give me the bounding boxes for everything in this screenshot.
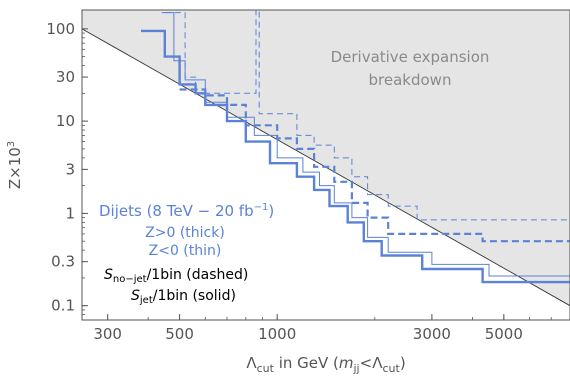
y-tick-label: 1 <box>65 204 75 222</box>
x-tick-label: 3000 <box>413 325 451 343</box>
legend-nojet: Sno−jet/1bin (dashed) <box>104 267 248 285</box>
x-tick-label: 500 <box>165 325 194 343</box>
legend-jet-rest: /1bin (solid) <box>153 288 236 304</box>
x-label-cut-sub2: cut <box>382 362 400 375</box>
y-tick-label: 10 <box>56 112 75 130</box>
legend-jet-sub: jet <box>139 295 153 306</box>
x-label-close: ) <box>400 354 406 372</box>
series-line-solid-thin <box>161 12 570 277</box>
legend-jet: Sjet/1bin (solid) <box>131 288 236 306</box>
legend-nojet-sub: no−jet <box>113 274 147 285</box>
region-label-line1: Derivative expansion <box>331 48 490 66</box>
region-label-line2: breakdown <box>369 71 452 89</box>
y-tick-label: 3 <box>65 160 75 178</box>
y-tick-label: 30 <box>56 68 75 86</box>
legend-jet-s: S <box>131 288 140 304</box>
plot-frame <box>81 9 570 321</box>
x-label-in-gev: in GeV ( <box>274 354 339 372</box>
legend-thin: Z<0 (thin) <box>149 243 222 259</box>
legend-nojet-rest: /1bin (dashed) <box>147 267 249 283</box>
y-tick-label: 0.3 <box>51 253 75 271</box>
x-label-m: m <box>339 354 354 372</box>
y-tick-label: 0.1 <box>51 297 75 315</box>
y-label-exp: 3 <box>6 141 17 147</box>
x-label-cut-sub: cut <box>257 362 275 375</box>
series-line-dashed-thin <box>164 10 570 221</box>
legend-dijets-exp: −1 <box>254 202 269 213</box>
legend-dijets-main: Dijets (8 TeV − 20 fb <box>99 202 254 220</box>
x-label-lt: <Λ <box>360 354 384 372</box>
x-tick-label: 300 <box>93 325 122 343</box>
legend-nojet-s: S <box>104 267 113 283</box>
x-tick-label: 5000 <box>485 325 523 343</box>
x-label-lambda: Λ <box>246 354 257 372</box>
y-tick-label: 100 <box>46 20 75 38</box>
y-axis-label: Z×103 <box>6 141 24 189</box>
x-axis-ticks: 300 500 1000 3000 5000 <box>93 314 570 343</box>
legend-thick: Z>0 (thick) <box>145 225 225 241</box>
legend-dijets-close: ) <box>268 202 274 220</box>
series-line-dashed-thick <box>179 88 570 243</box>
x-axis-label: Λcut in GeV (mjj<Λcut) <box>246 354 405 375</box>
legend-dijets: Dijets (8 TeV − 20 fb−1) <box>99 202 274 220</box>
x-tick-label: 1000 <box>258 325 296 343</box>
x-label-jj-sub: jj <box>353 362 360 375</box>
y-axis-ticks: 0.1 0.3 1 3 10 30 100 <box>46 20 88 321</box>
breakdown-shaded-region <box>82 10 570 306</box>
y-label-base: Z×10 <box>6 147 24 189</box>
series-group <box>141 10 570 284</box>
